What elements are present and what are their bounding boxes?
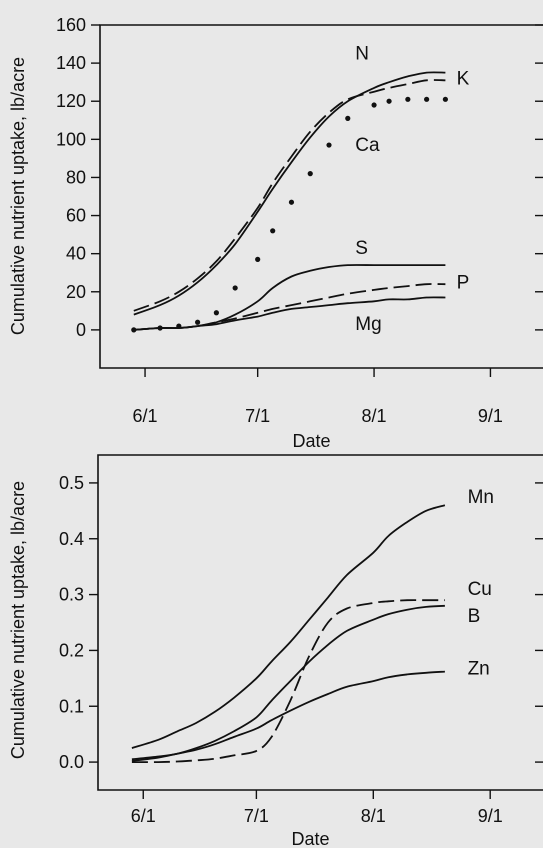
y-tick-label: 140 xyxy=(56,53,86,73)
series-label-mn: Mn xyxy=(468,487,494,508)
y-axis-label: Cumulative nutrient uptake, lb/acre xyxy=(8,481,28,759)
axes-frame xyxy=(97,454,543,791)
series-line-n xyxy=(133,71,446,316)
x-tick-label: 6/1 xyxy=(133,406,158,426)
y-tick-label: 80 xyxy=(66,167,86,187)
series-point-ca xyxy=(232,285,238,291)
x-tick-label: 7/1 xyxy=(244,806,269,826)
y-tick-label: 120 xyxy=(56,91,86,111)
series-label-s: S xyxy=(355,238,368,259)
y-tick-label: 0 xyxy=(76,320,86,340)
series-point-ca xyxy=(371,102,377,108)
series-point-ca xyxy=(307,171,313,177)
series-point-ca xyxy=(270,228,276,234)
y-tick-label: 0.0 xyxy=(59,752,84,772)
y-tick-label: 100 xyxy=(56,129,86,149)
y-tick-label: 0.3 xyxy=(59,585,84,605)
series-line-b xyxy=(131,604,445,761)
y-axis-label: Cumulative nutrient uptake, lb/acre xyxy=(8,57,28,335)
series-line-mg xyxy=(133,296,446,331)
series-point-ca xyxy=(405,96,411,102)
series-label-n: N xyxy=(355,44,369,65)
x-tick-label: 8/1 xyxy=(361,806,386,826)
y-tick-label: 20 xyxy=(66,282,86,302)
series-label-b: B xyxy=(468,606,481,627)
series-point-ca xyxy=(345,115,351,121)
x-tick-label: 6/1 xyxy=(131,806,156,826)
series-label-mg: Mg xyxy=(355,314,381,335)
series-label-p: P xyxy=(457,272,470,293)
series-line-k xyxy=(133,79,446,312)
series-point-ca xyxy=(288,199,295,205)
y-tick-label: 0.5 xyxy=(59,473,84,493)
series-label-cu: Cu xyxy=(468,579,492,600)
y-tick-label: 0.2 xyxy=(59,640,84,660)
series-point-ca xyxy=(326,142,332,148)
series-point-ca xyxy=(255,256,261,262)
series-label-ca: Ca xyxy=(355,135,380,156)
series-point-ca xyxy=(131,327,137,333)
series-line-s xyxy=(133,264,446,331)
y-tick-label: 0.4 xyxy=(59,529,84,549)
y-tick-label: 40 xyxy=(66,244,86,264)
series-line-mn xyxy=(131,504,446,749)
series-line-zn xyxy=(131,670,445,762)
chart-micronutrients: 0.0 0.1 0.2 0.3 0.4 0.5 6/1 7/1 8/1 9/1 Date Cumula… xyxy=(8,454,543,848)
chart-macronutrients: 0 20 40 60 80 100 120 140 160 6/1 7/1 8/1 9/1 Date Cum… xyxy=(8,15,543,451)
x-axis-label: Date xyxy=(292,431,330,451)
series-label-zn: Zn xyxy=(468,658,490,679)
x-tick-label: 9/1 xyxy=(478,406,503,426)
series-point-ca xyxy=(424,96,430,102)
axes-frame xyxy=(99,24,543,369)
y-tick-label: 60 xyxy=(66,206,86,226)
series-point-ca xyxy=(213,310,219,316)
series-point-ca xyxy=(442,96,448,102)
x-tick-label: 9/1 xyxy=(478,806,503,826)
x-tick-label: 8/1 xyxy=(362,406,387,426)
series-label-k: K xyxy=(457,68,470,89)
series-line-cu xyxy=(131,599,445,764)
y-tick-label: 160 xyxy=(56,15,86,35)
series-point-ca xyxy=(386,98,392,104)
y-tick-label: 0.1 xyxy=(59,696,84,716)
x-axis-label: Date xyxy=(291,829,329,848)
series-point-ca xyxy=(195,319,201,325)
x-tick-label: 7/1 xyxy=(245,406,270,426)
